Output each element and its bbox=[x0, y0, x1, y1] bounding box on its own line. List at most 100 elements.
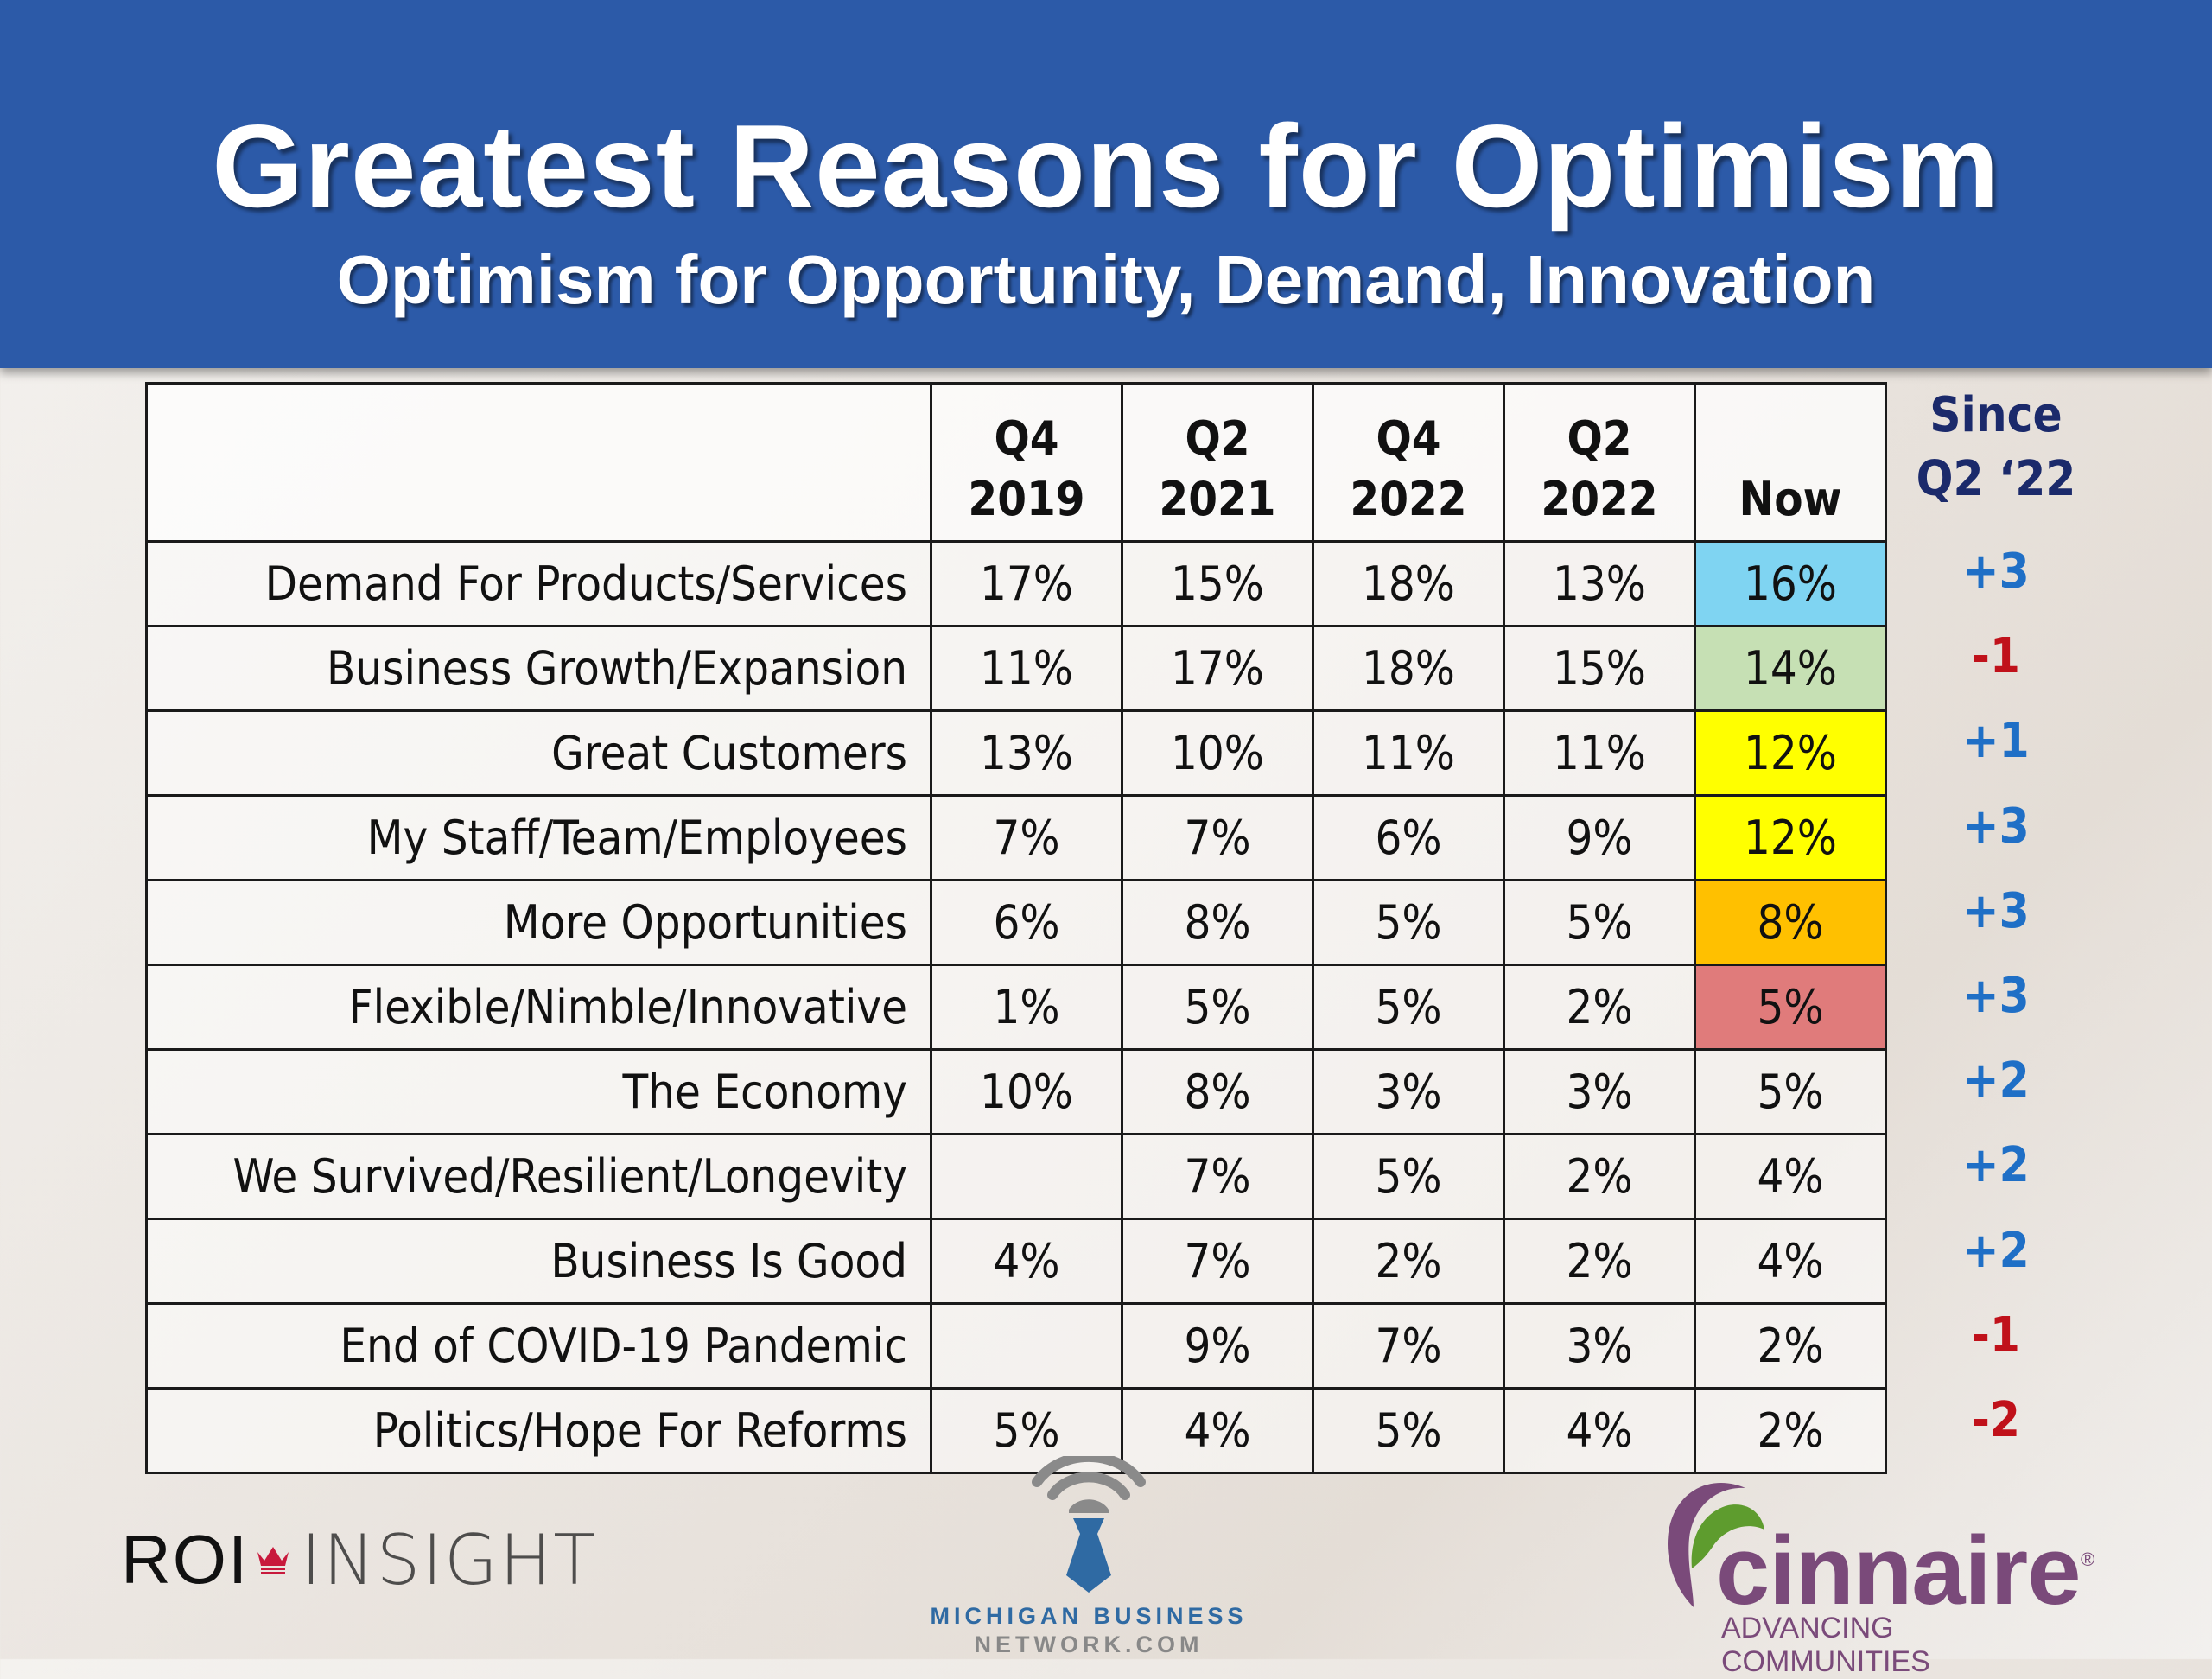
header-corner-cell bbox=[145, 382, 932, 543]
since-header-line1: Since bbox=[1929, 387, 2063, 443]
table-row: More Opportunities 6% 8% 5% 5% 8% bbox=[145, 879, 1887, 966]
roi-logo-text-right: INSIGHT bbox=[301, 1519, 598, 1600]
column-header-line2: 2019 bbox=[968, 472, 1085, 526]
now-value-cell: 4% bbox=[1694, 1218, 1887, 1305]
column-header-line2: 2021 bbox=[1159, 472, 1276, 526]
value-cell: 17% bbox=[1121, 625, 1314, 712]
value-cell: 2% bbox=[1503, 1218, 1696, 1305]
crown-icon bbox=[257, 1547, 289, 1574]
value-cell: 5% bbox=[1312, 1133, 1505, 1220]
value-cell: 3% bbox=[1503, 1048, 1696, 1135]
value-cell: 4% bbox=[1121, 1387, 1314, 1474]
table-row: The Economy 10% 8% 3% 3% 5% bbox=[145, 1048, 1887, 1135]
value-cell bbox=[930, 1302, 1123, 1390]
cinnaire-tagline: ADVANCING COMMUNITIES bbox=[1721, 1612, 1930, 1678]
table-row: Politics/Hope For Reforms 5% 4% 5% 4% 2% bbox=[145, 1387, 1887, 1474]
row-label: More Opportunities bbox=[145, 879, 932, 966]
change-value: -1 bbox=[1972, 1307, 2020, 1364]
now-value-cell: 2% bbox=[1694, 1302, 1887, 1390]
row-label: Business Growth/Expansion bbox=[145, 625, 932, 712]
change-value: +2 bbox=[1962, 1053, 2030, 1110]
value-cell: 6% bbox=[930, 879, 1123, 966]
value-cell: 2% bbox=[1503, 1133, 1696, 1220]
value-cell: 7% bbox=[1121, 1218, 1314, 1305]
roi-logo-text-left: ROI bbox=[121, 1521, 250, 1598]
value-cell: 11% bbox=[930, 625, 1123, 712]
change-value: -2 bbox=[1972, 1392, 2020, 1448]
value-cell: 9% bbox=[1121, 1302, 1314, 1390]
column-header-line1: Q2 bbox=[1185, 411, 1250, 466]
value-cell: 9% bbox=[1503, 794, 1696, 881]
column-header: Q2 2021 bbox=[1121, 382, 1314, 543]
value-cell: 10% bbox=[1121, 709, 1314, 797]
row-label: Politics/Hope For Reforms bbox=[145, 1387, 932, 1474]
registered-mark: ® bbox=[2081, 1549, 2095, 1570]
value-cell: 7% bbox=[930, 794, 1123, 881]
now-value-cell: 5% bbox=[1694, 1048, 1887, 1135]
column-header: Now bbox=[1694, 382, 1887, 543]
column-header-line2: Now bbox=[1738, 472, 1842, 526]
value-cell: 8% bbox=[1121, 879, 1314, 966]
row-label: My Staff/Team/Employees bbox=[145, 794, 932, 881]
value-cell bbox=[930, 1133, 1123, 1220]
value-cell: 18% bbox=[1312, 625, 1505, 712]
table-header-row: Q4 2019 Q2 2021 Q4 2022 Q2 2022 Now bbox=[145, 382, 1887, 543]
value-cell: 6% bbox=[1312, 794, 1505, 881]
now-value-cell: 4% bbox=[1694, 1133, 1887, 1220]
change-value: +3 bbox=[1962, 882, 2030, 939]
now-value-cell: 14% bbox=[1694, 625, 1887, 712]
tie-signal-icon bbox=[1032, 1456, 1146, 1593]
column-header: Q4 2022 bbox=[1312, 382, 1505, 543]
value-cell: 3% bbox=[1312, 1048, 1505, 1135]
value-cell: 5% bbox=[1312, 879, 1505, 966]
value-cell: 2% bbox=[1503, 964, 1696, 1051]
value-cell: 2% bbox=[1312, 1218, 1505, 1305]
row-label: We Survived/Resilient/Longevity bbox=[145, 1133, 932, 1220]
now-value-cell: 12% bbox=[1694, 794, 1887, 881]
table-row: End of COVID-19 Pandemic 9% 7% 3% 2% bbox=[145, 1302, 1887, 1390]
cinnaire-logo: cinnaire ® ADVANCING COMMUNITIES bbox=[1659, 1469, 2108, 1678]
change-value: +2 bbox=[1962, 1222, 2030, 1279]
table-row: Demand For Products/Services 17% 15% 18% 13%… bbox=[145, 540, 1887, 627]
row-label: End of COVID-19 Pandemic bbox=[145, 1302, 932, 1390]
value-cell: 15% bbox=[1503, 625, 1696, 712]
roi-insight-logo: ROI INSIGHT bbox=[121, 1519, 598, 1600]
column-header-line2: 2022 bbox=[1350, 472, 1467, 526]
row-label: Business Is Good bbox=[145, 1218, 932, 1305]
value-cell: 18% bbox=[1312, 540, 1505, 627]
column-header: Q2 2022 bbox=[1503, 382, 1696, 543]
value-cell: 13% bbox=[930, 709, 1123, 797]
table-row: We Survived/Resilient/Longevity 7% 5% 2% 4% bbox=[145, 1133, 1887, 1220]
value-cell: 10% bbox=[930, 1048, 1123, 1135]
value-cell: 8% bbox=[1121, 1048, 1314, 1135]
value-cell: 7% bbox=[1121, 794, 1314, 881]
value-cell: 4% bbox=[930, 1218, 1123, 1305]
now-value-cell: 12% bbox=[1694, 709, 1887, 797]
change-value: +1 bbox=[1962, 713, 2030, 770]
since-header-line2: Q2 ‘22 bbox=[1916, 451, 2076, 507]
value-cell: 5% bbox=[1503, 879, 1696, 966]
value-cell: 7% bbox=[1312, 1302, 1505, 1390]
change-value: +3 bbox=[1962, 968, 2030, 1024]
column-header-line1: Q2 bbox=[1567, 411, 1632, 466]
mbn-line2: NETWORK.COM bbox=[974, 1631, 1204, 1657]
column-header-line1: Q4 bbox=[1376, 411, 1441, 466]
cinnaire-arc-icon bbox=[1668, 1483, 1764, 1607]
michigan-business-network-logo: MICHIGAN BUSINESS NETWORK.COM bbox=[899, 1456, 1279, 1659]
table-row: Business Growth/Expansion 11% 17% 18% 15% 14% bbox=[145, 625, 1887, 712]
column-header-line1: Q4 bbox=[994, 411, 1059, 466]
table-row: Great Customers 13% 10% 11% 11% 12% bbox=[145, 709, 1887, 797]
since-header: Since Q2 ‘22 bbox=[1892, 384, 2100, 512]
value-cell: 4% bbox=[1503, 1387, 1696, 1474]
title-banner: Greatest Reasons for Optimism Optimism f… bbox=[0, 0, 2212, 368]
value-cell: 5% bbox=[1312, 1387, 1505, 1474]
now-value-cell: 16% bbox=[1694, 540, 1887, 627]
change-value: +2 bbox=[1962, 1137, 2030, 1194]
value-cell: 15% bbox=[1121, 540, 1314, 627]
now-value-cell: 2% bbox=[1694, 1387, 1887, 1474]
value-cell: 5% bbox=[1121, 964, 1314, 1051]
column-header: Q4 2019 bbox=[930, 382, 1123, 543]
column-header-line2: 2022 bbox=[1541, 472, 1658, 526]
value-cell: 1% bbox=[930, 964, 1123, 1051]
value-cell: 17% bbox=[930, 540, 1123, 627]
